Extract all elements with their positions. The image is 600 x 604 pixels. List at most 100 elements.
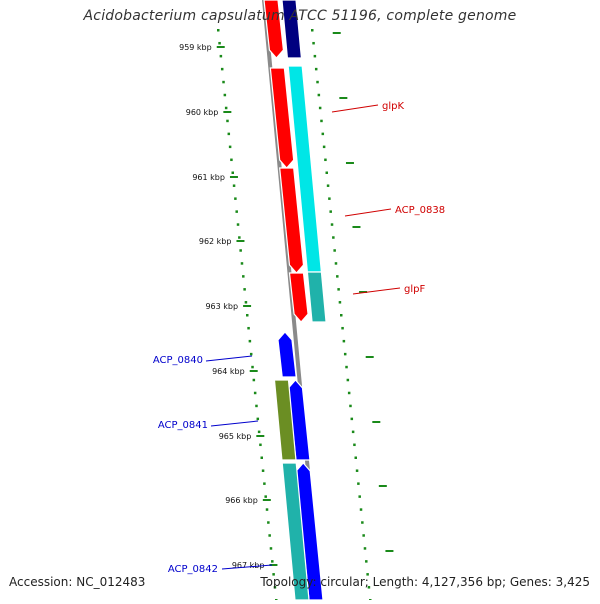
scale-dot xyxy=(361,521,364,524)
scale-dot xyxy=(234,197,237,200)
scale-dot xyxy=(243,288,246,291)
gene-block-red xyxy=(279,167,305,274)
gene-label-acp0842: ACP_0842 xyxy=(168,564,218,575)
scale-dot xyxy=(248,339,252,343)
scale-dot xyxy=(228,145,232,149)
scale-dot xyxy=(223,93,227,97)
gene-label-acp0841: ACP_0841 xyxy=(158,420,208,431)
scale-dot xyxy=(349,404,352,408)
scale-dot xyxy=(259,443,262,447)
scale-dot xyxy=(320,119,323,123)
scale-dot xyxy=(355,469,359,472)
scale-dot xyxy=(353,443,356,447)
scale-dot xyxy=(366,573,369,576)
scale-dot xyxy=(354,456,357,459)
scale-dot xyxy=(343,352,347,356)
gene-block-red xyxy=(263,0,285,59)
scale-dot xyxy=(227,132,231,136)
scale-dot xyxy=(242,275,245,278)
scale-dot xyxy=(316,80,319,84)
scale-dot xyxy=(249,352,253,356)
tick-label: 966 kbp xyxy=(225,496,258,505)
gene-label-acp0838: ACP_0838 xyxy=(395,205,445,216)
scale-dot xyxy=(230,158,233,162)
gene-label-acp0840: ACP_0840 xyxy=(153,355,203,366)
scale-dot xyxy=(324,158,327,162)
scale-dot xyxy=(255,404,258,408)
gene-block-teal xyxy=(306,271,327,323)
scale-dot xyxy=(269,547,273,550)
scale-dot xyxy=(236,223,240,226)
tick-label: 964 kbp xyxy=(212,367,245,376)
scale-dot xyxy=(265,508,269,511)
accession-text: Accession: NC_012483 xyxy=(9,575,146,589)
gene-block-navy xyxy=(281,0,303,59)
scale-dot xyxy=(271,560,274,563)
scale-dot xyxy=(321,132,325,136)
tick-label: 967 kbp xyxy=(232,561,265,570)
scale-dot xyxy=(314,67,318,71)
scale-dot xyxy=(351,430,355,434)
scale-dot xyxy=(311,29,314,32)
gene-block-red xyxy=(288,272,309,323)
scale-dot xyxy=(246,314,249,317)
scale-dot xyxy=(240,262,244,265)
scale-dot xyxy=(239,249,242,252)
scale-dot xyxy=(338,301,342,304)
scale-dot xyxy=(334,262,338,265)
scale-dot xyxy=(232,184,236,187)
scale-dot xyxy=(247,326,250,330)
scale-dot xyxy=(332,236,335,239)
scale-dot xyxy=(238,236,241,239)
scale-dot xyxy=(326,184,330,187)
scale-dot xyxy=(268,534,271,537)
scale-dot xyxy=(329,210,332,213)
tick-label: 960 kbp xyxy=(186,108,219,117)
genome-summary-text: Topology: circular; Length: 4,127,356 bp… xyxy=(260,575,590,589)
scale-dot xyxy=(244,301,248,304)
scale-dot xyxy=(253,391,257,395)
scale-dot xyxy=(256,417,260,421)
gene-leader-line xyxy=(331,104,379,113)
scale-dot xyxy=(358,495,361,498)
scale-dot xyxy=(235,210,238,213)
scale-dot xyxy=(267,521,270,524)
tick-label: 959 kbp xyxy=(179,43,212,52)
scale-dot xyxy=(322,145,326,149)
scale-dot xyxy=(218,41,221,45)
scale-dot xyxy=(264,495,267,498)
scale-dot xyxy=(222,80,225,84)
scale-dot xyxy=(342,339,346,343)
gene-block-red xyxy=(269,67,295,169)
scale-dot xyxy=(261,469,265,472)
gene-leader-line xyxy=(210,420,259,427)
scale-dot xyxy=(359,508,363,511)
scale-dot xyxy=(251,365,254,369)
scale-dot xyxy=(226,119,229,123)
tick-label: 963 kbp xyxy=(205,302,238,311)
scale-dot xyxy=(363,547,367,550)
scale-dot xyxy=(347,391,351,395)
tick-label: 962 kbp xyxy=(199,237,232,246)
scale-dot xyxy=(345,365,348,369)
gene-leader-line xyxy=(221,564,273,570)
gene-leader-line xyxy=(352,287,401,295)
scale-dot xyxy=(252,378,256,382)
scale-dot xyxy=(341,326,344,330)
tick-label: 961 kbp xyxy=(192,173,225,182)
map-title: Acidobacterium capsulatum ATCC 51196, co… xyxy=(83,8,517,24)
scale-dot xyxy=(357,482,360,485)
scale-dot xyxy=(312,41,315,45)
scale-dot xyxy=(220,67,224,71)
gene-leader-line xyxy=(205,355,253,362)
scale-dot xyxy=(231,171,234,174)
scale-dot xyxy=(325,171,328,174)
scale-dot xyxy=(313,54,317,58)
scale-dot xyxy=(337,288,340,291)
scale-dot xyxy=(340,314,343,317)
scale-dot xyxy=(365,560,368,563)
scale-dot xyxy=(318,106,322,110)
gene-leader-line xyxy=(344,208,392,217)
